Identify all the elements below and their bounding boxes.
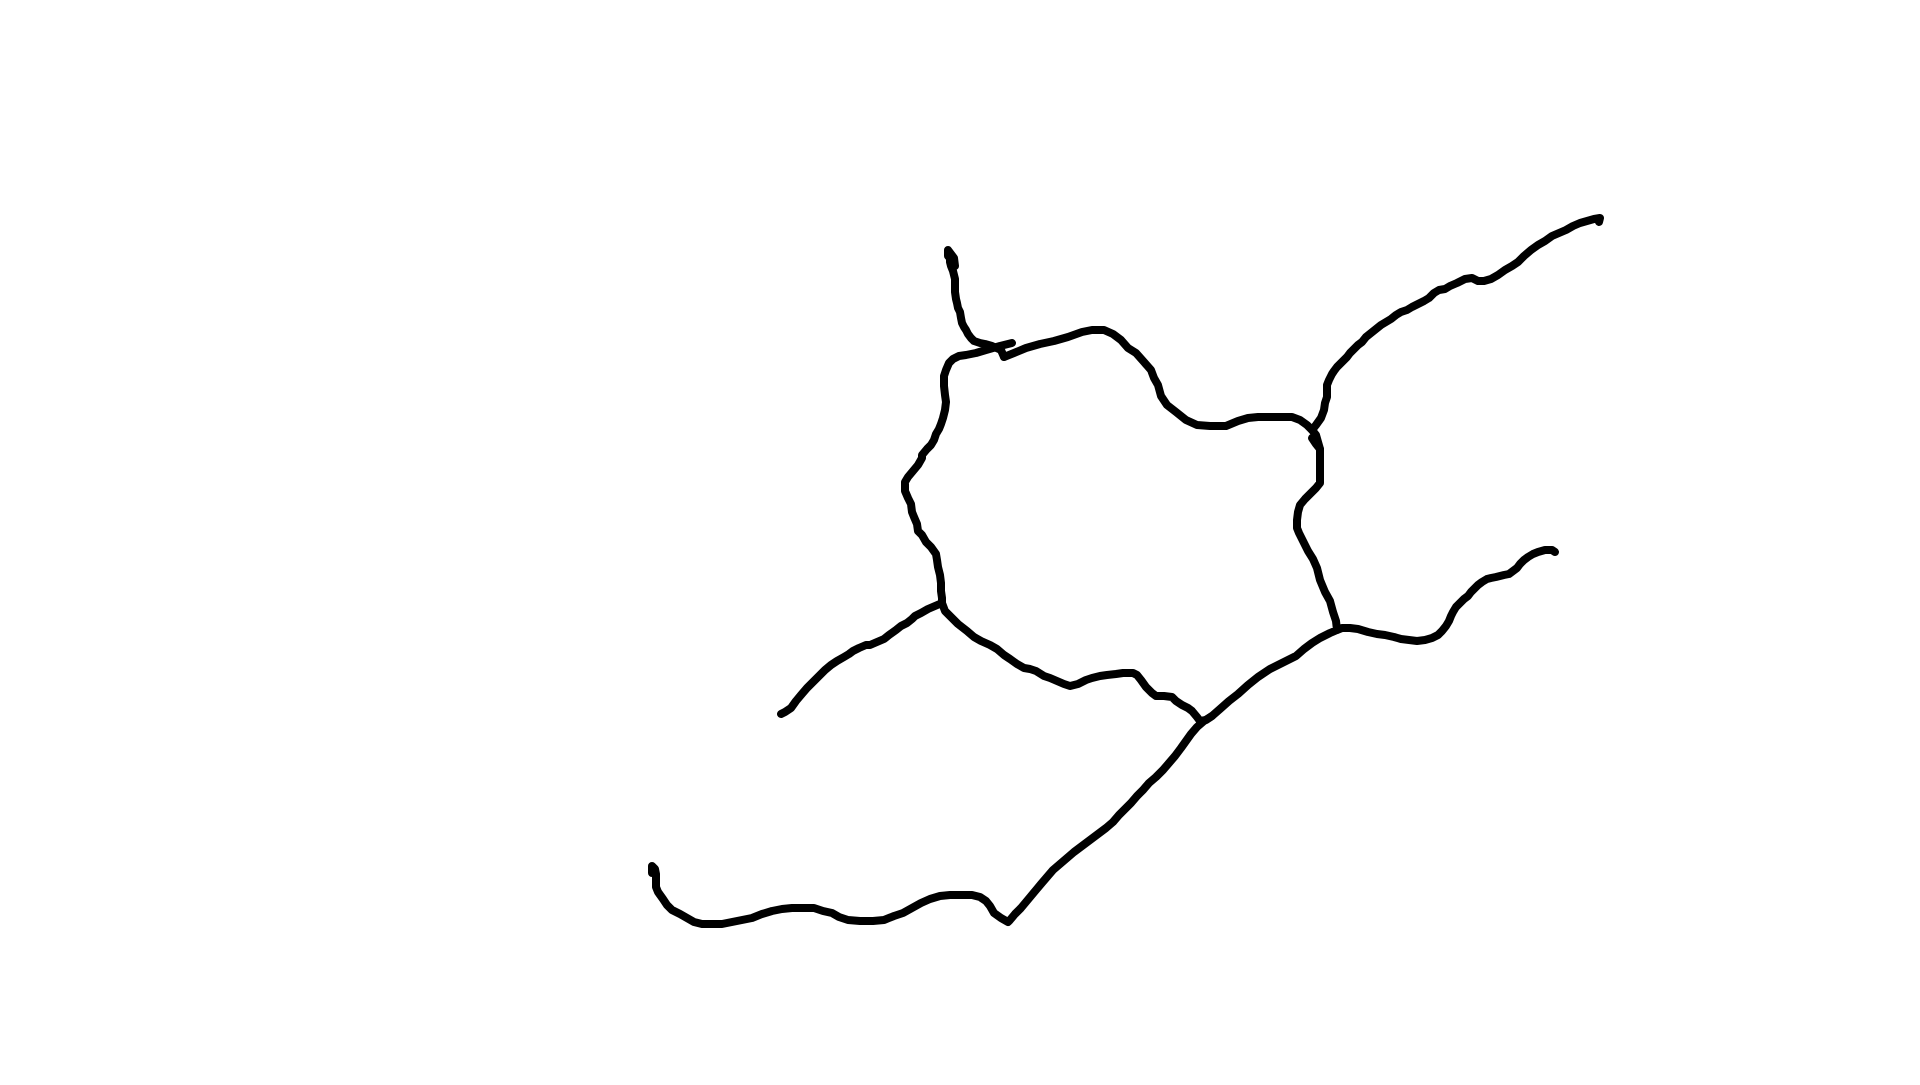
lower-branch-stroke — [648, 712, 1216, 928]
central-loop-stroke — [901, 326, 1341, 725]
upper-right-branch-stroke — [1308, 214, 1604, 434]
right-branch-stroke — [1333, 546, 1559, 645]
upper-left-branch-stroke — [944, 246, 1008, 361]
loop-connector-stroke — [1308, 434, 1324, 453]
left-branch-stroke — [777, 599, 946, 718]
